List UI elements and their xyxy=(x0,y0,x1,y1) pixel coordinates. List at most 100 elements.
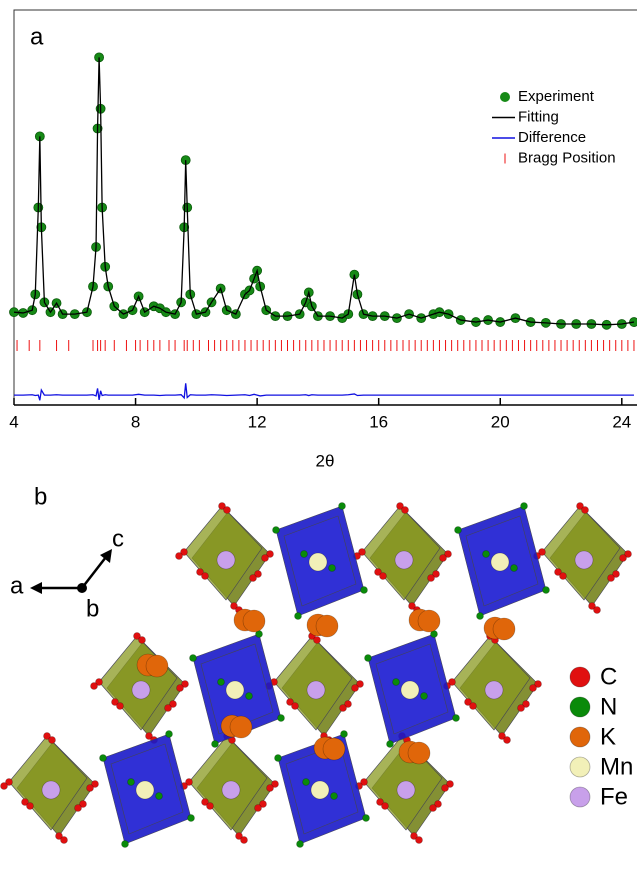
atom xyxy=(491,553,509,571)
atom xyxy=(408,742,430,764)
atom xyxy=(307,681,325,699)
atom xyxy=(363,815,370,822)
atom xyxy=(207,803,214,810)
atom xyxy=(278,715,285,722)
legend-label: Fitting xyxy=(518,108,559,125)
x-tick-label: 4 xyxy=(9,412,18,431)
atom xyxy=(128,779,135,786)
atom xyxy=(218,679,225,686)
atom xyxy=(530,685,537,692)
atom xyxy=(395,551,413,569)
atom xyxy=(91,683,98,690)
atom xyxy=(331,793,338,800)
legend-marker xyxy=(570,727,590,747)
atom xyxy=(323,738,345,760)
atom xyxy=(217,551,235,569)
x-tick-label: 12 xyxy=(248,412,267,431)
atom xyxy=(246,693,253,700)
atom xyxy=(190,655,197,662)
atom xyxy=(255,805,262,812)
x-tick-label: 8 xyxy=(131,412,140,431)
atom xyxy=(224,507,231,514)
atom xyxy=(397,781,415,799)
atom xyxy=(518,705,525,712)
atom xyxy=(483,551,490,558)
atom xyxy=(226,681,244,699)
figure: a 2θ 4812162024ExperimentFittingDifferen… xyxy=(0,0,637,875)
atom xyxy=(339,503,346,510)
atom xyxy=(295,613,302,620)
atom xyxy=(117,703,124,710)
atom xyxy=(202,573,209,580)
atom xyxy=(122,841,129,848)
atom xyxy=(303,779,310,786)
axis-arrow xyxy=(82,557,106,588)
atom xyxy=(176,553,183,560)
atom xyxy=(361,587,368,594)
atom xyxy=(477,613,484,620)
atom xyxy=(156,793,163,800)
atom xyxy=(311,781,329,799)
atom xyxy=(61,837,68,844)
atom xyxy=(416,837,423,844)
atom xyxy=(340,705,347,712)
atom xyxy=(582,507,589,514)
legend-marker xyxy=(570,667,590,687)
series-line xyxy=(14,383,634,400)
x-axis-label: 2θ xyxy=(316,451,335,470)
legend-label: Difference xyxy=(518,129,586,146)
atom xyxy=(470,703,477,710)
atom xyxy=(87,785,94,792)
atom xyxy=(440,555,447,562)
atom xyxy=(42,781,60,799)
atom xyxy=(75,805,82,812)
atom xyxy=(393,679,400,686)
atom xyxy=(250,575,257,582)
atom xyxy=(316,615,338,637)
atom xyxy=(387,741,394,748)
atom xyxy=(166,731,173,738)
atom xyxy=(292,703,299,710)
panel-label: b xyxy=(34,483,47,510)
x-tick-label: 24 xyxy=(612,412,631,431)
atom xyxy=(428,575,435,582)
atom xyxy=(273,527,280,534)
atom xyxy=(301,551,308,558)
atom xyxy=(241,837,248,844)
atom xyxy=(620,555,627,562)
axis-origin xyxy=(77,583,87,593)
atom xyxy=(504,737,511,744)
atom xyxy=(442,785,449,792)
atom xyxy=(352,685,359,692)
atom xyxy=(314,637,321,644)
legend-marker xyxy=(570,787,590,807)
axis-label: c xyxy=(112,525,124,552)
atom xyxy=(146,655,168,677)
legend-label: Fe xyxy=(600,783,628,810)
legend-label: Mn xyxy=(600,753,633,780)
atom xyxy=(165,705,172,712)
panel-label: a xyxy=(30,23,44,50)
atom xyxy=(453,715,460,722)
atom xyxy=(382,803,389,810)
x-tick-label: 16 xyxy=(369,412,388,431)
atom xyxy=(608,575,615,582)
atom xyxy=(267,785,274,792)
atom xyxy=(341,731,348,738)
atom xyxy=(49,737,56,744)
legend-label: C xyxy=(600,663,617,690)
atom xyxy=(560,573,567,580)
atom xyxy=(402,507,409,514)
atom xyxy=(575,551,593,569)
atom xyxy=(493,618,515,640)
atom xyxy=(594,607,601,614)
atom xyxy=(262,555,269,562)
plot-frame xyxy=(14,10,637,405)
axis-label: b xyxy=(86,595,99,622)
atom xyxy=(100,755,107,762)
atom xyxy=(243,610,265,632)
atom xyxy=(455,527,462,534)
legend-marker xyxy=(500,92,510,102)
